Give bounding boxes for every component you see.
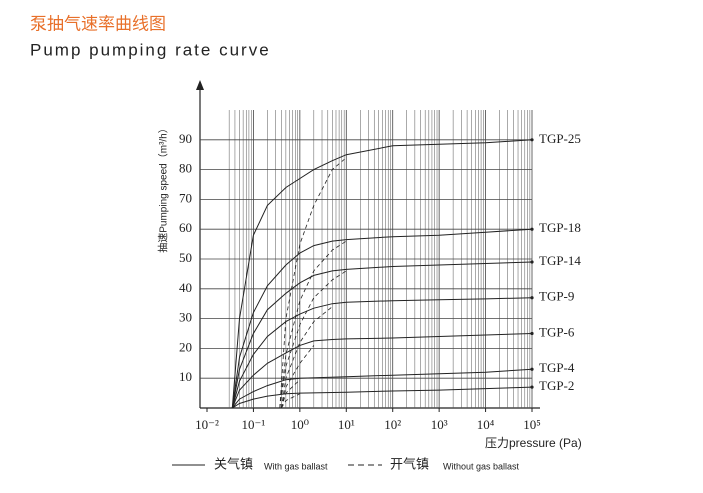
y-axis-label: 抽速Pumping speed（m³/h）	[157, 123, 170, 253]
curve-end-dot	[530, 331, 534, 336]
curve-label: TGP-2	[539, 378, 574, 393]
curve-label: TGP-25	[539, 131, 581, 146]
chart-title: 泵抽气速率曲线图	[30, 14, 166, 33]
curve-end-dot	[530, 227, 534, 231]
y-tick-label: 80	[179, 161, 192, 176]
curve-without-gas-ballast	[281, 379, 301, 409]
x-axis-label: 压力pressure (Pa)	[485, 436, 582, 450]
curve-without-gas-ballast	[279, 157, 347, 409]
x-tick-label: 10⁵	[523, 417, 541, 432]
curve-with-gas-ballast	[231, 368, 533, 409]
x-tick-label: 10²	[384, 417, 401, 432]
legend-label: 开气镇	[390, 456, 429, 471]
curve-with-gas-ballast	[231, 261, 533, 409]
chart-subtitle: Pump pumping rate curve	[30, 40, 271, 59]
curve-with-gas-ballast	[231, 228, 533, 409]
x-tick-label: 10⁰	[291, 417, 309, 432]
x-tick-label: 10³	[431, 417, 448, 432]
y-tick-label: 50	[179, 250, 192, 265]
y-tick-label: 30	[179, 310, 192, 325]
legend-label: 关气镇	[214, 456, 253, 471]
y-axis-arrow	[196, 80, 204, 90]
curve-without-gas-ballast	[281, 306, 333, 409]
y-tick-label: 40	[179, 280, 192, 295]
curve-label: TGP-9	[539, 289, 574, 304]
curve-label: TGP-14	[539, 253, 581, 268]
curve-end-dot	[530, 260, 534, 264]
legend-note: Without gas ballast	[443, 461, 520, 471]
legend-note: With gas ballast	[264, 461, 328, 471]
curve-with-gas-ballast	[231, 297, 533, 409]
y-tick-label: 20	[179, 339, 192, 354]
x-tick-label: 10⁻¹	[242, 417, 266, 432]
x-tick-label: 10⁴	[477, 417, 495, 432]
y-tick-label: 60	[179, 220, 192, 235]
x-tick-label: 10⁻²	[195, 417, 219, 432]
x-tick-label: 10¹	[338, 417, 355, 432]
curve-without-gas-ballast	[281, 345, 315, 409]
curve-with-gas-ballast	[232, 386, 533, 409]
curve-label: TGP-6	[539, 324, 575, 339]
y-tick-label: 70	[179, 190, 192, 205]
y-tick-label: 10	[179, 369, 192, 384]
curve-without-gas-ballast	[279, 240, 347, 409]
curve-label: TGP-4	[539, 360, 575, 375]
curve-end-dot	[530, 138, 534, 142]
curve-with-gas-ballast	[231, 333, 533, 409]
curve-end-dot	[530, 385, 534, 389]
curve-end-dot	[530, 296, 534, 300]
curve-with-gas-ballast	[231, 139, 533, 409]
curve-end-dot	[530, 367, 534, 371]
curve-label: TGP-18	[539, 220, 581, 235]
y-tick-label: 90	[179, 131, 192, 146]
curve-without-gas-ballast	[281, 393, 301, 409]
